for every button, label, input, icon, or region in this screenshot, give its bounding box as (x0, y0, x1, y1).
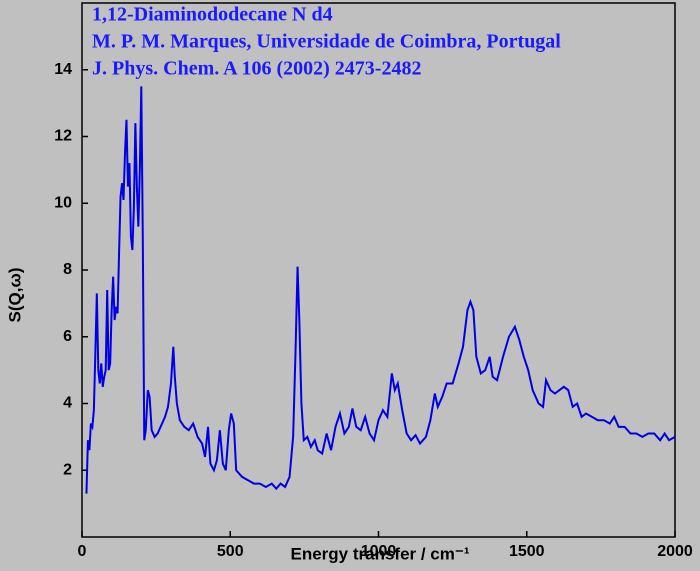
x-tick-label: 0 (78, 543, 87, 560)
chart-title: J. Phys. Chem. A 106 (2002) 2473-2482 (92, 58, 421, 80)
y-tick-label: 8 (63, 261, 72, 278)
plot-frame (81, 2, 676, 538)
y-tick-label: 10 (54, 194, 72, 211)
x-axis-label: Energy transfer / cm⁻¹ (290, 544, 469, 563)
y-tick-label: 14 (54, 61, 72, 78)
data-line (85, 86, 676, 494)
x-tick-label: 1500 (509, 543, 545, 560)
chart-title: M. P. M. Marques, Universidade de Coimbr… (92, 31, 561, 53)
chart-title: 1,12-Diaminododecane N d4 (92, 4, 333, 26)
y-tick-label: 12 (54, 128, 72, 145)
y-axis-label: S(Q,ω) (5, 268, 24, 323)
y-tick-label: 6 (63, 328, 72, 345)
x-tick-label: 2000 (657, 543, 693, 560)
x-tick-label: 1000 (361, 543, 397, 560)
y-tick-label: 4 (63, 395, 72, 412)
y-tick-label: 2 (63, 461, 72, 478)
x-tick-label: 500 (217, 543, 244, 560)
